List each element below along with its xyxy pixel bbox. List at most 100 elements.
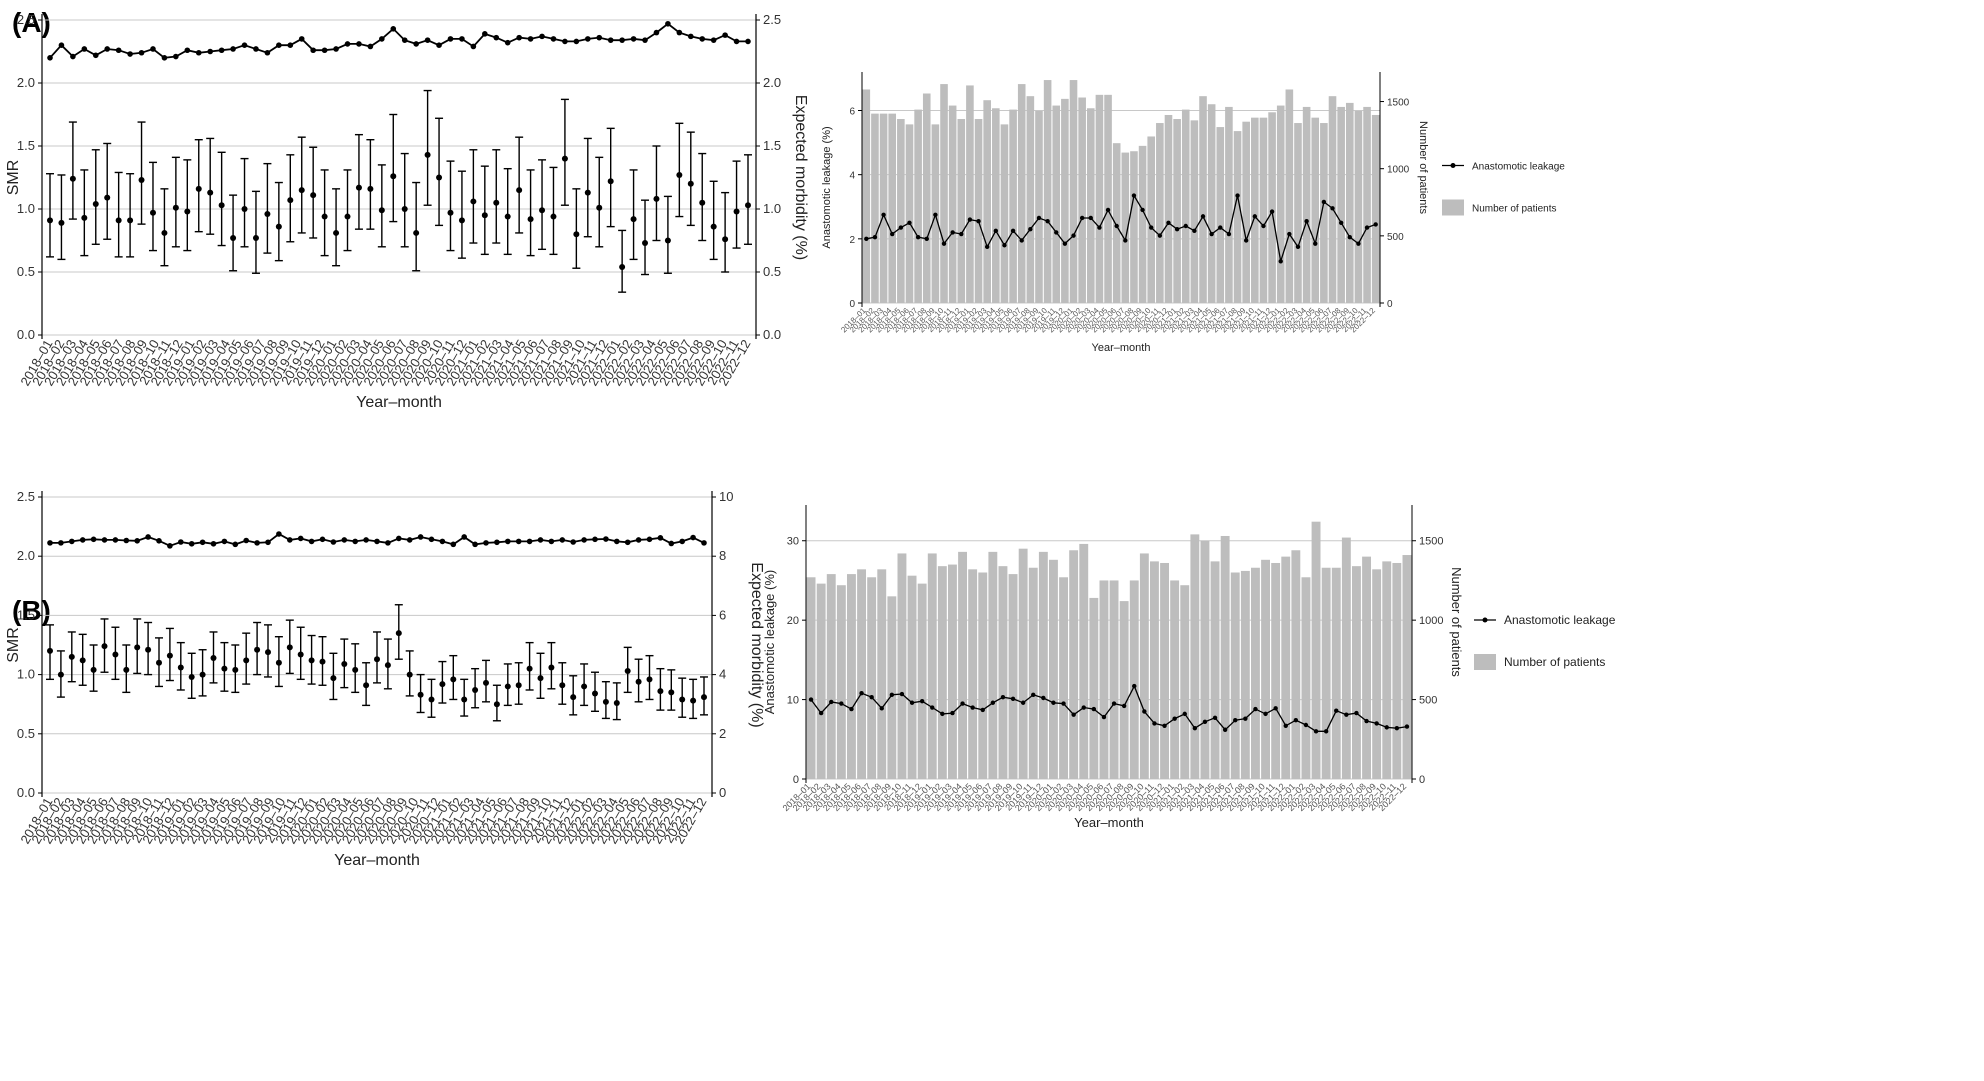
patients-bar [1372, 569, 1382, 779]
x-axis-label: Year–month [356, 394, 442, 411]
leakage-point [1071, 712, 1076, 717]
expected-morbidity-point [47, 55, 53, 61]
smr-point [687, 180, 694, 187]
y2-tick-label: 1500 [1387, 98, 1410, 109]
smr-point [286, 644, 293, 651]
patients-bar [1099, 580, 1109, 779]
expected-morbidity-point [47, 540, 53, 546]
expected-morbidity-point [472, 541, 478, 548]
expected-morbidity-point [81, 46, 88, 52]
patients-bar [1078, 97, 1086, 303]
patients-bar [879, 113, 888, 303]
leakage-point [1166, 220, 1171, 225]
patients-bar [1079, 543, 1089, 779]
smr-point [516, 187, 523, 194]
patients-bar [862, 89, 871, 303]
leakage-point [1051, 700, 1056, 705]
y-axis-label: SMR [5, 627, 22, 663]
smr-point [745, 202, 751, 209]
leakage-point [1174, 227, 1180, 232]
expected-morbidity-point [287, 42, 294, 48]
expected-morbidity-point [188, 540, 195, 547]
smr-point [653, 195, 660, 202]
smr-point [592, 690, 598, 697]
smr-point [92, 200, 99, 207]
patients-bar [927, 553, 937, 779]
smr-point [252, 234, 259, 241]
patients-bar [1130, 151, 1138, 303]
patients-bar [1345, 102, 1354, 304]
patients-bar [1121, 152, 1130, 303]
smr-point [341, 660, 348, 667]
leakage-point [1313, 729, 1319, 734]
y-tick-label: 2.0 [17, 75, 35, 90]
leakage-point [960, 701, 965, 706]
expected-morbidity-point [701, 540, 707, 546]
patients-bar [1233, 131, 1242, 303]
patients-bar [1392, 562, 1402, 779]
y-tick-label: 2.5 [17, 489, 35, 504]
expected-morbidity-point [459, 36, 465, 42]
leakage-point [1123, 238, 1128, 243]
chart-A-leak: 02460500100015002018–012018–022018–03201… [821, 72, 1565, 354]
leakage-point [881, 212, 886, 217]
expected-morbidity-point [699, 36, 706, 42]
patients-bar [1139, 553, 1149, 779]
smr-point [413, 229, 420, 236]
leakage-point [1019, 238, 1024, 243]
expected-morbidity-point [254, 540, 260, 546]
leakage-point [1002, 243, 1007, 248]
y-tick-label: 0.0 [17, 327, 35, 342]
smr-point [79, 657, 86, 664]
smr-point [344, 213, 351, 220]
leakage-point [1142, 709, 1147, 714]
smr-point [241, 206, 248, 212]
legend-bar-swatch [1442, 199, 1464, 216]
smr-point [493, 701, 500, 708]
patients-bar [948, 564, 957, 779]
expected-morbidity-point [134, 538, 140, 544]
expected-morbidity-point [356, 41, 362, 47]
expected-morbidity-point [264, 49, 271, 56]
smr-point [390, 173, 397, 180]
patients-bar [1291, 550, 1301, 779]
expected-morbidity-point [297, 535, 304, 542]
expected-morbidity-point [516, 34, 522, 41]
expected-morbidity-point [592, 536, 598, 543]
smr-point [207, 189, 214, 196]
leakage-point [1293, 718, 1299, 723]
smr-point [690, 697, 697, 704]
expected-morbidity-point [221, 538, 228, 545]
y2-tick-label: 0 [1387, 299, 1393, 310]
expected-morbidity-point [619, 37, 625, 43]
y2-tick-label: 4 [719, 667, 726, 682]
y2-tick-label: 0.5 [763, 264, 781, 279]
patients-bar [1181, 109, 1190, 304]
patients-bar [1028, 567, 1038, 779]
patients-bar [1261, 559, 1270, 779]
expected-morbidity-point [195, 49, 202, 56]
smr-point [47, 647, 53, 654]
expected-morbidity-point [450, 541, 457, 548]
patients-bar [1210, 561, 1220, 779]
y-tick-label: 2.0 [17, 548, 35, 563]
smr-point [333, 229, 340, 236]
leakage-point [1202, 719, 1208, 725]
expected-morbidity-point [92, 52, 99, 59]
leakage-point [1061, 701, 1066, 706]
y-tick-label: 2.5 [17, 12, 35, 27]
patients-bar [1170, 580, 1180, 779]
panel-label-b: (B) [12, 595, 51, 626]
smr-point [352, 666, 359, 673]
expected-morbidity-point [298, 36, 305, 42]
patients-bar [1095, 94, 1104, 304]
y2-tick-label: 0.0 [763, 327, 781, 342]
leakage-point [915, 235, 921, 240]
expected-morbidity-point [127, 51, 133, 57]
leakage-point [1071, 233, 1076, 238]
leakage-point [1233, 718, 1238, 723]
patients-bar [806, 577, 816, 779]
smr-point [472, 686, 479, 693]
expected-morbidity-point [642, 37, 648, 43]
expected-morbidity-point [624, 539, 631, 546]
